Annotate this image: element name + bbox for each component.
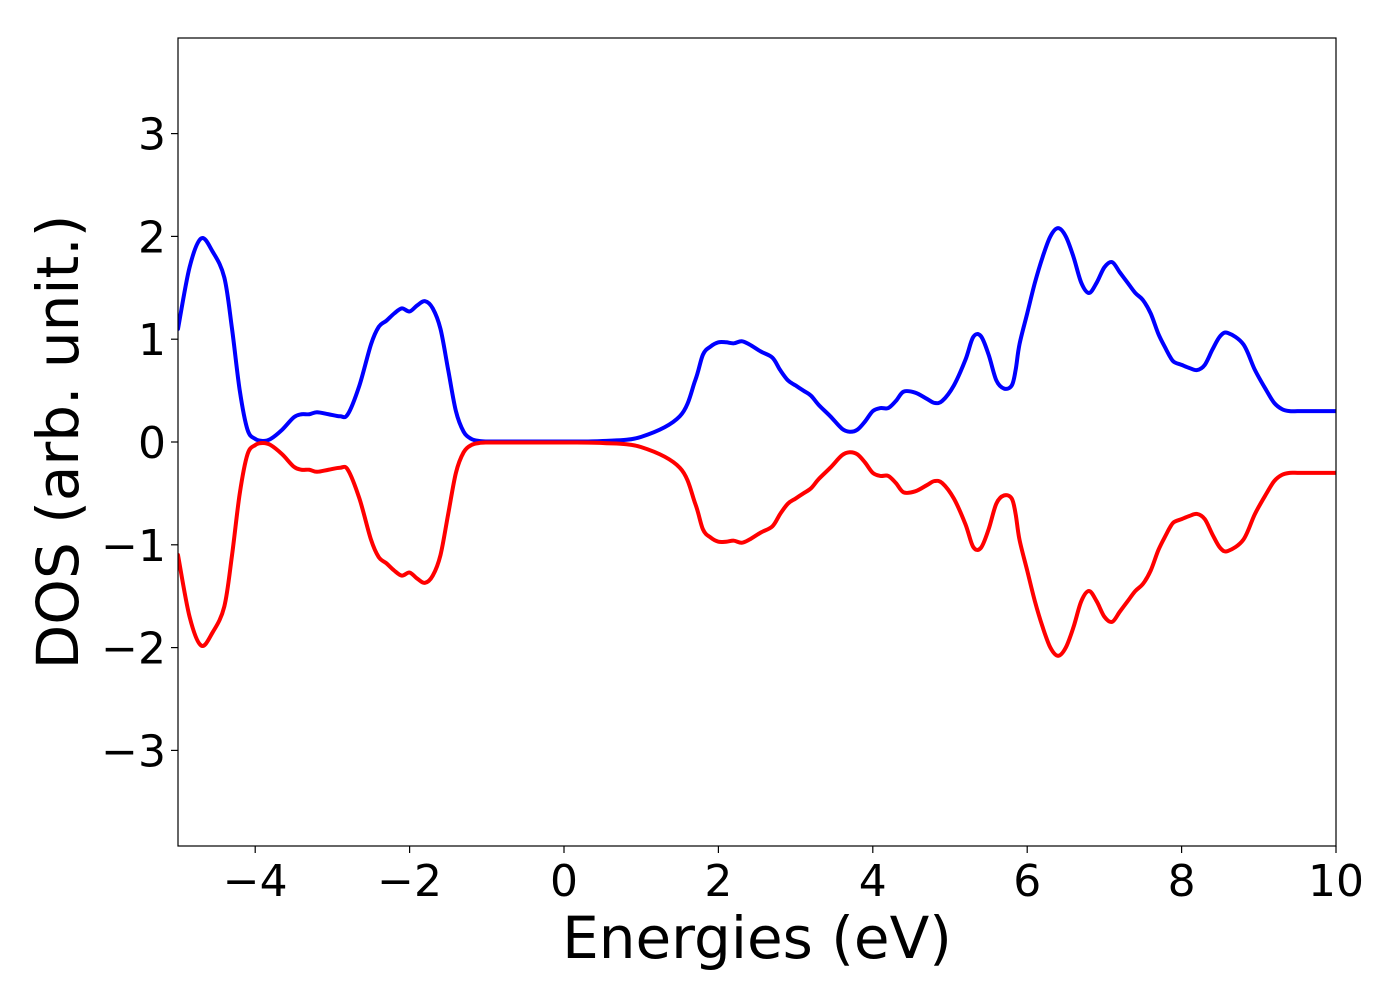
x-tick-label: 0 — [550, 856, 578, 907]
x-tick-label: 6 — [1013, 856, 1041, 907]
x-tick-label: 8 — [1168, 856, 1196, 907]
y-tick-label: 2 — [138, 212, 166, 263]
y-tick-label: −1 — [101, 521, 166, 572]
y-tick-label: 0 — [138, 418, 166, 469]
y-axis-label: DOS (arb. unit.) — [24, 215, 92, 670]
y-tick-label: 1 — [138, 315, 166, 366]
y-axis-ticks: −3 −2 −1 0 1 2 3 — [101, 110, 178, 777]
x-tick-label: 10 — [1308, 856, 1364, 907]
series-line-1 — [178, 440, 1336, 658]
series-layer — [178, 226, 1336, 658]
x-tick-label: 2 — [704, 856, 732, 907]
series-line-0 — [178, 226, 1336, 444]
y-tick-label: 3 — [138, 110, 166, 161]
x-tick-label: 4 — [859, 856, 887, 907]
y-tick-label: −2 — [101, 624, 166, 675]
x-axis-label: Energies (eV) — [562, 904, 952, 972]
x-tick-label: −4 — [223, 856, 288, 907]
x-axis-ticks: −4 −2 0 2 4 6 8 10 — [223, 846, 1364, 907]
y-tick-label: −3 — [101, 726, 166, 777]
x-tick-label: −2 — [377, 856, 442, 907]
